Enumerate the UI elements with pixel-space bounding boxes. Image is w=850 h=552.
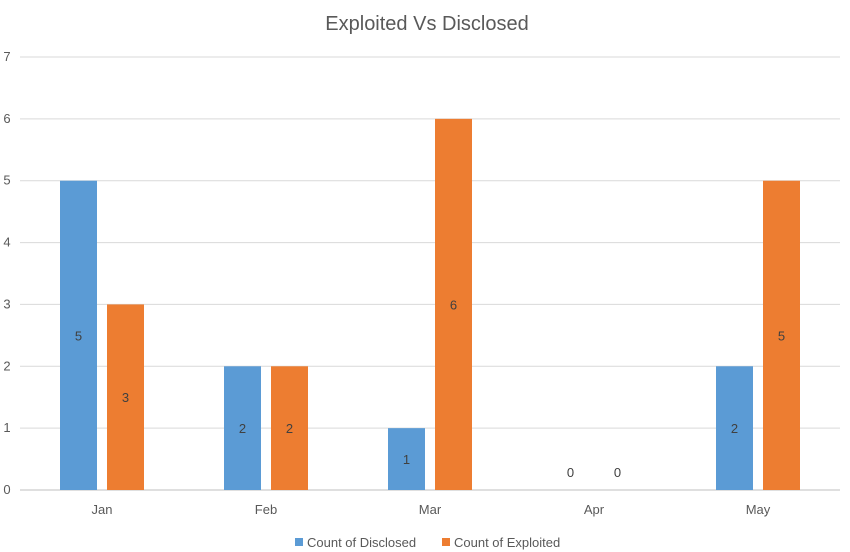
x-axis: Jan Feb Mar Apr May bbox=[92, 502, 771, 517]
y-tick-label: 3 bbox=[3, 296, 10, 311]
y-tick-label: 4 bbox=[3, 235, 10, 250]
y-tick-label: 1 bbox=[3, 420, 10, 435]
data-label: 0 bbox=[614, 465, 621, 480]
bar-may-1 bbox=[763, 180, 800, 490]
data-label: 2 bbox=[239, 421, 246, 436]
y-tick-label: 5 bbox=[3, 173, 10, 188]
legend-label: Count of Disclosed bbox=[307, 535, 416, 550]
bar-mar-0 bbox=[388, 428, 425, 490]
y-tick-label: 7 bbox=[3, 49, 10, 64]
legend-label: Count of Exploited bbox=[454, 535, 560, 550]
bar-feb-0 bbox=[224, 366, 261, 490]
bar-mar-1 bbox=[435, 118, 472, 490]
data-label: 1 bbox=[403, 452, 410, 467]
bar-may-0 bbox=[716, 366, 753, 490]
legend-swatch bbox=[442, 538, 450, 546]
bar-jan-1 bbox=[107, 304, 144, 490]
y-tick-label: 2 bbox=[3, 358, 10, 373]
gridlines bbox=[20, 56, 840, 491]
bars: 5 3 2 2 1 6 0 0 2 5 bbox=[60, 118, 800, 490]
chart-title: Exploited Vs Disclosed bbox=[325, 13, 528, 35]
data-label: 3 bbox=[122, 390, 129, 405]
bar-feb-1 bbox=[271, 366, 308, 490]
y-axis: 0 1 2 3 4 5 6 7 bbox=[3, 49, 10, 497]
x-tick-label: May bbox=[746, 502, 771, 517]
y-tick-label: 6 bbox=[3, 111, 10, 126]
data-label: 2 bbox=[731, 421, 738, 436]
x-tick-label: Feb bbox=[255, 502, 277, 517]
data-label: 6 bbox=[450, 297, 457, 312]
x-tick-label: Jan bbox=[92, 502, 113, 517]
x-tick-label: Mar bbox=[419, 502, 442, 517]
data-label: 5 bbox=[75, 328, 82, 343]
legend: Count of Disclosed Count of Exploited bbox=[295, 535, 560, 550]
legend-swatch bbox=[295, 538, 303, 546]
data-label: 5 bbox=[778, 328, 785, 343]
x-tick-label: Apr bbox=[584, 502, 605, 517]
y-tick-label: 0 bbox=[3, 482, 10, 497]
data-label: 0 bbox=[567, 465, 574, 480]
data-label: 2 bbox=[286, 421, 293, 436]
bar-jan-0 bbox=[60, 180, 97, 490]
